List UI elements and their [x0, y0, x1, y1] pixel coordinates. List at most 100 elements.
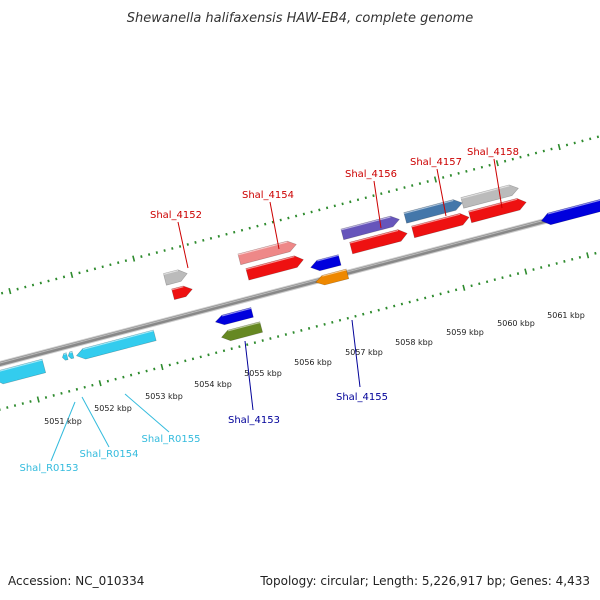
upper-tick	[109, 263, 112, 267]
gene-arrow-highlight	[411, 213, 461, 228]
gene-arrow	[349, 229, 408, 255]
lower-tick	[501, 276, 504, 280]
upper-tick	[233, 230, 236, 234]
lower-tick	[75, 387, 79, 391]
lower-tick	[238, 345, 241, 349]
lower-tick	[594, 251, 597, 255]
lower-tick	[13, 404, 17, 407]
gene-arrow	[310, 254, 342, 272]
lower-tick	[184, 359, 187, 363]
lower-tick	[493, 278, 496, 282]
gene-arrow-highlight	[349, 229, 399, 244]
gene-arrow	[171, 285, 193, 300]
lower-tick	[547, 264, 551, 267]
upper-tick	[101, 265, 104, 269]
upper-tick	[171, 247, 174, 250]
upper-tick	[325, 206, 329, 210]
upper-tick	[527, 153, 530, 157]
lower-tick	[470, 284, 473, 288]
gene-arrow-highlight	[237, 241, 288, 256]
lower-tick	[29, 400, 32, 403]
upper-tick	[62, 275, 66, 279]
label-leader-line	[177, 221, 189, 269]
upper-tick	[480, 165, 484, 169]
lower-tick	[369, 310, 373, 314]
gene-label: Shal_4158	[467, 147, 519, 158]
upper-tick	[495, 160, 499, 167]
gene-arrow-highlight	[245, 256, 295, 270]
lower-tick	[145, 369, 148, 373]
label-leader-line	[269, 201, 280, 250]
lower-tick	[60, 391, 63, 395]
gene-label: Shal_R0155	[142, 434, 201, 445]
upper-tick	[465, 169, 468, 173]
upper-tick	[93, 267, 97, 271]
gene-arrow-highlight	[0, 359, 43, 372]
lower-tick	[207, 353, 210, 357]
upper-tick	[155, 251, 159, 254]
scale-label: 5054 kbp	[194, 380, 232, 389]
upper-tick	[86, 269, 89, 273]
upper-tick	[318, 208, 321, 212]
label-leaders	[50, 158, 503, 462]
gene-arrow-highlight	[340, 216, 391, 231]
lower-tick	[253, 341, 257, 345]
upper-tick	[589, 137, 592, 141]
lower-tick	[478, 282, 481, 286]
upper-tick	[488, 163, 491, 167]
lower-tick	[44, 396, 48, 399]
upper-tick	[16, 287, 19, 291]
lower-tick	[36, 396, 40, 403]
upper-tick	[472, 167, 476, 171]
gene-arrow-highlight	[468, 198, 518, 213]
lower-tick	[246, 343, 249, 347]
lower-tick	[300, 329, 303, 332]
upper-tick	[47, 279, 50, 283]
upper-tick	[418, 182, 422, 185]
accession-text: Accession: NC_010334	[8, 574, 145, 588]
upper-tick	[209, 236, 213, 240]
gene-arrow-highlight	[163, 269, 179, 275]
lower-tick	[106, 379, 110, 383]
scale-label: 5061 kbp	[547, 311, 585, 320]
lower-tick	[439, 292, 442, 296]
upper-tick	[310, 210, 313, 214]
label-leader-line	[124, 393, 170, 433]
upper-tick	[302, 212, 306, 216]
lower-tick	[362, 312, 365, 316]
gene-label: Shal_R0153	[20, 463, 79, 474]
label-leader-line	[81, 396, 110, 448]
lower-tick	[354, 314, 357, 318]
scale-label: 5057 kbp	[345, 348, 383, 357]
lower-tick	[385, 306, 388, 310]
scale-label: 5051 kbp	[44, 417, 82, 426]
gene-arrow	[468, 198, 527, 224]
upper-tick	[341, 202, 344, 206]
gene-label: Shal_R0154	[80, 449, 139, 460]
lower-tick	[191, 357, 195, 361]
upper-tick	[178, 245, 182, 248]
gene-arrow-highlight	[63, 353, 67, 355]
gene-arrow-highlight	[171, 286, 184, 291]
gene-arrow-highlight	[227, 321, 261, 332]
lower-tick	[269, 337, 272, 340]
label-leader-line	[436, 168, 447, 217]
lower-tick	[338, 318, 342, 322]
upper-tick	[387, 190, 391, 194]
upper-tick	[24, 285, 27, 289]
lower-tick	[346, 316, 349, 320]
lower-tick	[176, 361, 179, 365]
upper-tick	[333, 204, 336, 208]
gene-label: Shal_4154	[242, 190, 294, 201]
lower-tick	[215, 351, 218, 355]
gene-arrow	[460, 184, 519, 209]
gene-arrow	[403, 199, 463, 224]
upper-tick	[31, 283, 35, 287]
label-leader-line	[373, 180, 382, 229]
upper-tick	[248, 226, 251, 230]
upper-tick	[511, 157, 514, 161]
lower-tick	[284, 333, 288, 336]
label-leader-line	[244, 340, 254, 411]
lower-tick	[462, 284, 466, 291]
